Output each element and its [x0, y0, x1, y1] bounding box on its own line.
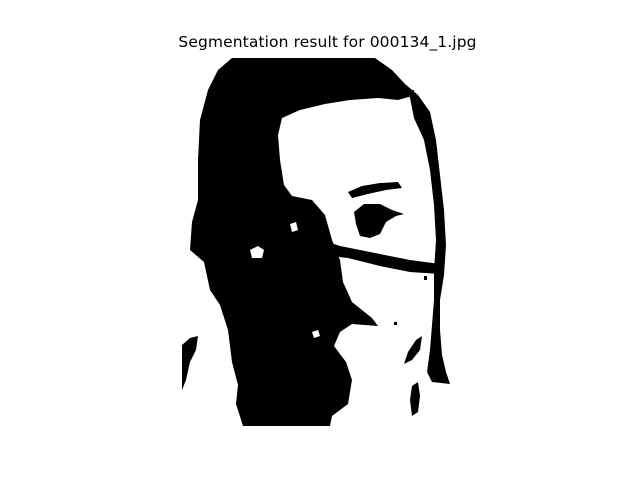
mask-region-ear	[182, 336, 198, 390]
mask-region-hair-face	[190, 58, 412, 426]
mask-speck	[394, 322, 397, 325]
mask-speck	[408, 90, 414, 94]
mask-hole-upper	[290, 222, 298, 232]
mask-region-shard-upper	[404, 336, 422, 364]
mask-region-hair-strand	[405, 84, 450, 384]
figure-title: Segmentation result for 000134_1.jpg	[178, 33, 477, 51]
mask-hole-mouth	[312, 330, 320, 338]
mask-region-eye	[354, 204, 404, 238]
mask-region-shard-lower	[410, 382, 420, 416]
mask-speck	[424, 276, 427, 280]
mask-region-strap	[322, 240, 440, 274]
mask-region-eyebrow	[348, 182, 402, 198]
mask-hole-cheek	[250, 246, 264, 258]
